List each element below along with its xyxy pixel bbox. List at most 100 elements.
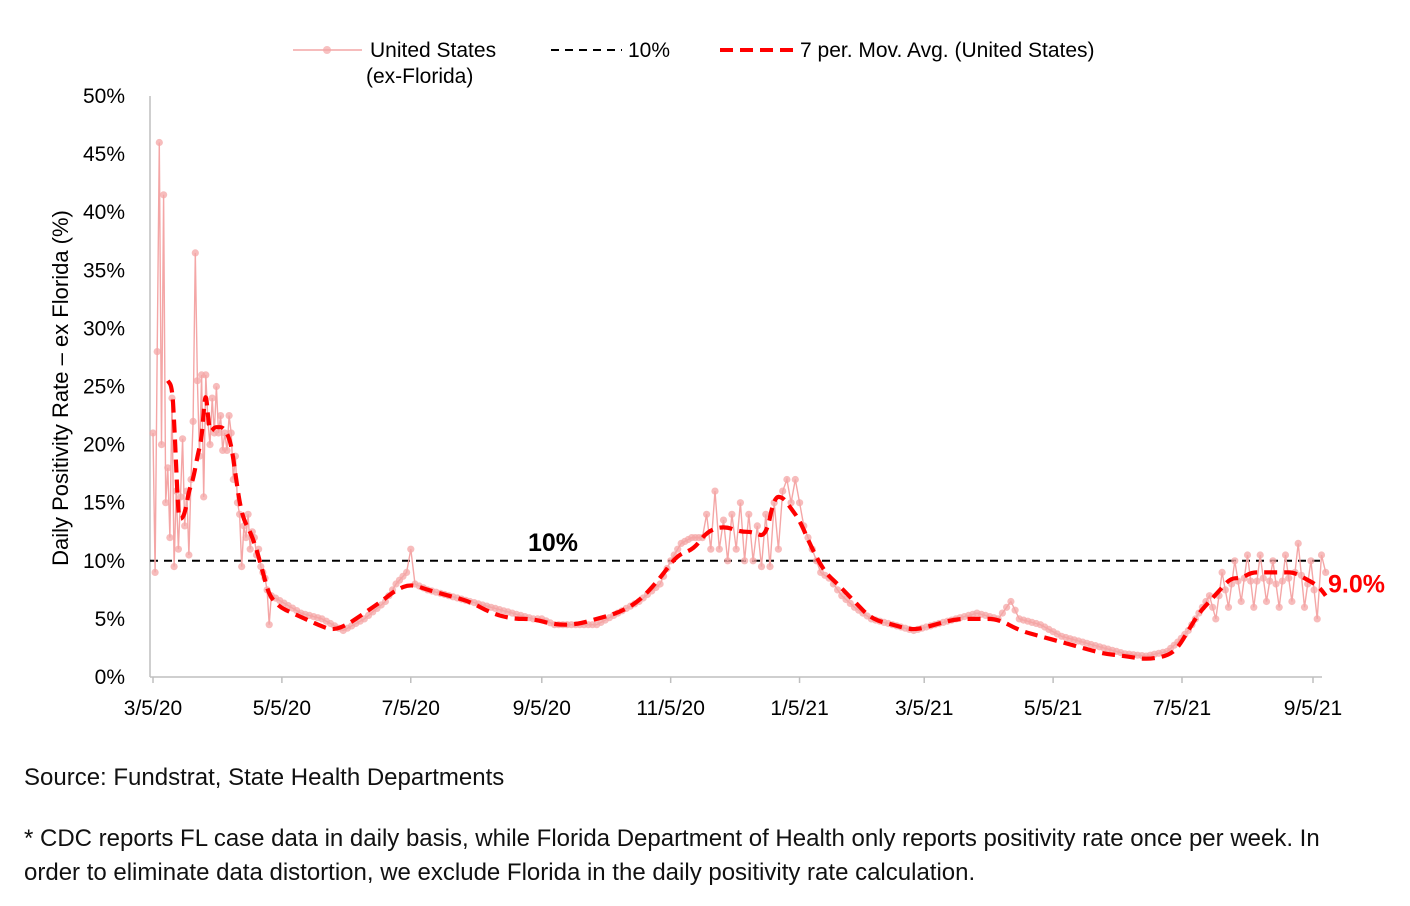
daily-series-point bbox=[1007, 597, 1015, 606]
daily-series-point bbox=[238, 563, 246, 571]
daily-series-point bbox=[162, 499, 170, 507]
daily-series-point bbox=[656, 580, 664, 588]
methodology-footnote: * CDC reports FL case data in daily basi… bbox=[24, 825, 1320, 886]
daily-series-point bbox=[753, 522, 761, 530]
daily-series-point bbox=[724, 557, 732, 565]
x-axis-ticks: 3/5/20 5/5/20 7/5/20 9/5/20 11/5/20 1/5/21 3/5… bbox=[124, 677, 1342, 720]
daily-series-point bbox=[757, 563, 766, 571]
x-tick-label: 7/5/21 bbox=[1153, 697, 1211, 720]
x-tick-label: 9/5/20 bbox=[513, 697, 571, 720]
y-tick-label: 10% bbox=[83, 550, 125, 573]
legend-10pct-label: 10% bbox=[628, 39, 670, 62]
daily-series-point bbox=[1209, 603, 1217, 611]
daily-series-point bbox=[1231, 557, 1239, 565]
daily-series-point bbox=[403, 568, 411, 577]
daily-series-point bbox=[719, 516, 728, 524]
daily-series-point bbox=[998, 609, 1007, 617]
daily-series-point bbox=[1259, 574, 1267, 582]
reference-line-label: 10% bbox=[528, 529, 578, 557]
latest-value-label: 9.0% bbox=[1328, 570, 1385, 598]
daily-series-point bbox=[174, 545, 182, 553]
daily-series-point bbox=[151, 568, 159, 577]
y-tick-label: 40% bbox=[83, 201, 125, 224]
daily-series-point bbox=[1266, 577, 1274, 585]
daily-series-point bbox=[208, 394, 216, 402]
daily-series-point bbox=[225, 412, 233, 420]
daily-series-point bbox=[160, 191, 168, 199]
daily-series-point bbox=[1313, 615, 1321, 623]
daily-series-point bbox=[707, 545, 715, 553]
daily-series-point bbox=[674, 545, 682, 553]
daily-series-point bbox=[774, 545, 783, 553]
daily-series-point bbox=[711, 487, 719, 495]
daily-series-point bbox=[200, 493, 208, 501]
y-tick-label: 20% bbox=[83, 434, 125, 457]
daily-series-point bbox=[1300, 603, 1309, 611]
y-tick-label: 0% bbox=[95, 666, 125, 689]
daily-series-point bbox=[221, 429, 229, 437]
daily-series-point bbox=[1272, 580, 1280, 588]
daily-series-point bbox=[796, 499, 804, 507]
daily-series-point bbox=[1275, 603, 1283, 611]
daily-series-point bbox=[193, 377, 201, 385]
daily-series-point bbox=[1218, 568, 1226, 577]
x-tick-label: 7/5/20 bbox=[382, 697, 440, 720]
y-tick-label: 45% bbox=[83, 143, 125, 166]
daily-series-point bbox=[185, 551, 193, 559]
daily-series-point bbox=[787, 499, 795, 507]
daily-series-point bbox=[202, 371, 210, 379]
daily-series-point bbox=[1278, 577, 1286, 585]
daily-series-point bbox=[1294, 539, 1302, 548]
daily-series-point bbox=[1243, 551, 1252, 559]
chart-legend: United States (ex-Florida) 10% 7 per. Mo… bbox=[293, 39, 1095, 88]
legend-us-label-line2: (ex-Florida) bbox=[366, 65, 473, 88]
legend-us-marker bbox=[323, 46, 331, 54]
daily-series-point bbox=[1237, 597, 1245, 606]
daily-series-point bbox=[381, 597, 389, 606]
daily-series-point bbox=[834, 586, 842, 594]
daily-series-point bbox=[242, 534, 250, 542]
daily-series-point bbox=[407, 545, 415, 553]
daily-series-point bbox=[223, 446, 231, 454]
daily-series-point bbox=[1317, 551, 1326, 559]
daily-series-point bbox=[766, 563, 774, 571]
x-tick-label: 11/5/20 bbox=[636, 697, 705, 720]
daily-series-point bbox=[741, 557, 749, 565]
daily-series-point bbox=[1310, 586, 1318, 594]
daily-series-point bbox=[1250, 603, 1258, 611]
daily-series-point bbox=[217, 412, 225, 420]
series-moving-average bbox=[166, 379, 1328, 661]
daily-series-point bbox=[1288, 597, 1296, 606]
x-tick-label: 5/5/20 bbox=[253, 697, 311, 720]
x-tick-label: 3/5/21 bbox=[895, 697, 953, 720]
x-tick-label: 9/5/21 bbox=[1284, 697, 1342, 720]
daily-series-point bbox=[1212, 615, 1220, 623]
daily-series-point bbox=[736, 499, 745, 507]
daily-series-point bbox=[783, 475, 791, 484]
daily-series-point bbox=[164, 464, 172, 472]
daily-series-point bbox=[244, 510, 252, 518]
legend-us-label: United States bbox=[370, 39, 496, 62]
y-axis-ticks: 0% 5% 10% 15% 20% 25% 30% 35% 40% 45% 50% bbox=[83, 85, 125, 689]
y-tick-label: 15% bbox=[83, 492, 125, 515]
daily-series-point bbox=[1224, 603, 1233, 611]
daily-series-line bbox=[152, 142, 1327, 657]
daily-series-point bbox=[153, 348, 161, 356]
daily-series-point bbox=[1262, 597, 1271, 606]
moving-average-line bbox=[166, 379, 1328, 661]
x-tick-label: 5/5/21 bbox=[1024, 697, 1082, 720]
daily-series-point bbox=[804, 534, 812, 542]
source-note: Source: Fundstrat, State Health Departme… bbox=[24, 764, 505, 791]
y-tick-label: 50% bbox=[83, 85, 125, 108]
daily-series-point bbox=[179, 435, 187, 443]
daily-series-point bbox=[157, 441, 166, 449]
daily-series-point bbox=[715, 545, 723, 553]
daily-series-point bbox=[181, 522, 189, 530]
daily-series-point bbox=[1281, 551, 1290, 559]
daily-series-point bbox=[265, 621, 273, 629]
daily-series-point bbox=[257, 563, 265, 571]
daily-series-point bbox=[745, 510, 753, 518]
daily-series-point bbox=[1285, 574, 1293, 582]
daily-series-point bbox=[212, 382, 220, 391]
y-tick-label: 30% bbox=[83, 317, 125, 340]
